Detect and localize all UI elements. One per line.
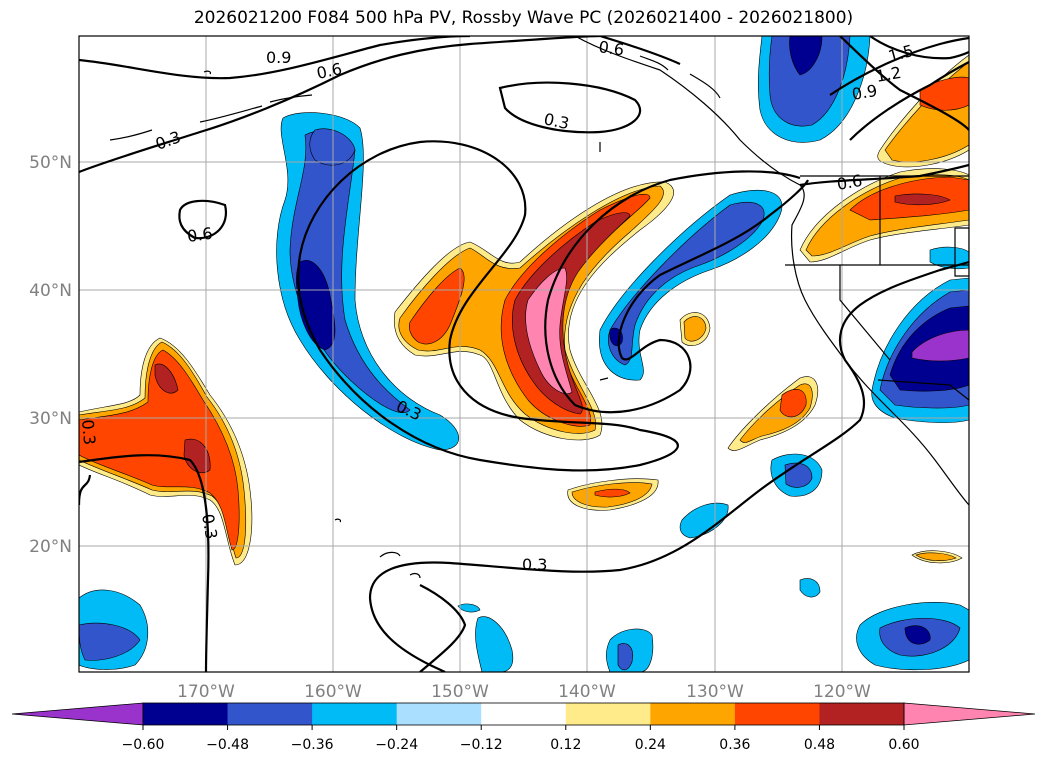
map-area: 0.9 0.6 0.6 0.3 0.3 0.6 0.3 0.3 0.3 0.3 … bbox=[78, 36, 969, 672]
contour-label: 0.6 bbox=[835, 171, 863, 194]
contour-label: 0.6 bbox=[315, 59, 344, 83]
contour-label: 1.2 bbox=[874, 63, 902, 86]
colorbar-left-extension bbox=[11, 702, 144, 726]
lon-label: 130°W bbox=[686, 682, 744, 702]
colorbar-right-extension bbox=[903, 702, 1036, 726]
longitude-labels: 170°W 160°W 150°W 140°W 130°W 120°W bbox=[177, 682, 871, 702]
colorbar-tick-label: 0.36 bbox=[719, 737, 750, 753]
lat-label: 30°N bbox=[29, 409, 72, 429]
colorbar-swatch bbox=[650, 703, 736, 725]
colorbar-tick-label: 0.48 bbox=[804, 737, 835, 753]
colorbar: −0.60 −0.48 −0.36 −0.24 −0.12 0.12 0.24 0.36 0.4… bbox=[11, 702, 1036, 753]
lon-label: 150°W bbox=[431, 682, 489, 702]
contour-label: 0.3 bbox=[522, 555, 547, 574]
contour-label: 0.3 bbox=[198, 512, 221, 540]
colorbar-swatch bbox=[734, 703, 820, 725]
colorbar-swatch bbox=[481, 703, 567, 725]
colorbar-tick-label: −0.60 bbox=[122, 737, 165, 753]
contour-label: 0.9 bbox=[266, 48, 291, 67]
lon-label: 160°W bbox=[304, 682, 362, 702]
contour-label: 0.6 bbox=[597, 37, 625, 59]
lat-label: 40°N bbox=[29, 281, 72, 301]
colorbar-tick-label: −0.48 bbox=[206, 737, 249, 753]
contour-label: 0.3 bbox=[153, 127, 183, 154]
pv-contours bbox=[79, 36, 969, 672]
colorbar-swatch bbox=[396, 703, 482, 725]
colorbar-tick-label: 0.60 bbox=[888, 737, 919, 753]
lat-label: 20°N bbox=[29, 537, 72, 557]
lon-label: 170°W bbox=[177, 682, 235, 702]
colorbar-tick-label: 0.12 bbox=[550, 737, 581, 753]
pv-shading bbox=[79, 36, 969, 672]
contour-label: 1.5 bbox=[886, 41, 916, 66]
contour-label: 0.3 bbox=[542, 109, 571, 133]
latitude-labels: 50°N 40°N 30°N 20°N bbox=[29, 153, 72, 557]
colorbar-tick-label: 0.24 bbox=[635, 737, 666, 753]
coastlines bbox=[109, 36, 969, 579]
colorbar-swatch bbox=[143, 703, 229, 725]
colorbar-tick-label: −0.24 bbox=[375, 737, 418, 753]
graticule bbox=[79, 36, 969, 672]
contour-label: 0.6 bbox=[186, 224, 214, 246]
colorbar-tick-label: −0.12 bbox=[460, 737, 503, 753]
lat-label: 50°N bbox=[29, 153, 72, 173]
lon-label: 120°W bbox=[813, 682, 871, 702]
colorbar-swatch bbox=[565, 703, 651, 725]
colorbar-swatch bbox=[819, 703, 905, 725]
map-frame bbox=[78, 35, 970, 673]
colorbar-swatch bbox=[312, 703, 398, 725]
lon-label: 140°W bbox=[558, 682, 616, 702]
contour-label: 0.3 bbox=[78, 419, 99, 446]
contour-label: 0.9 bbox=[850, 81, 878, 104]
colorbar-swatch bbox=[227, 703, 313, 725]
colorbar-tick-label: −0.36 bbox=[291, 737, 334, 753]
map-title: 2026021200 F084 500 hPa PV, Rossby Wave … bbox=[193, 8, 854, 28]
